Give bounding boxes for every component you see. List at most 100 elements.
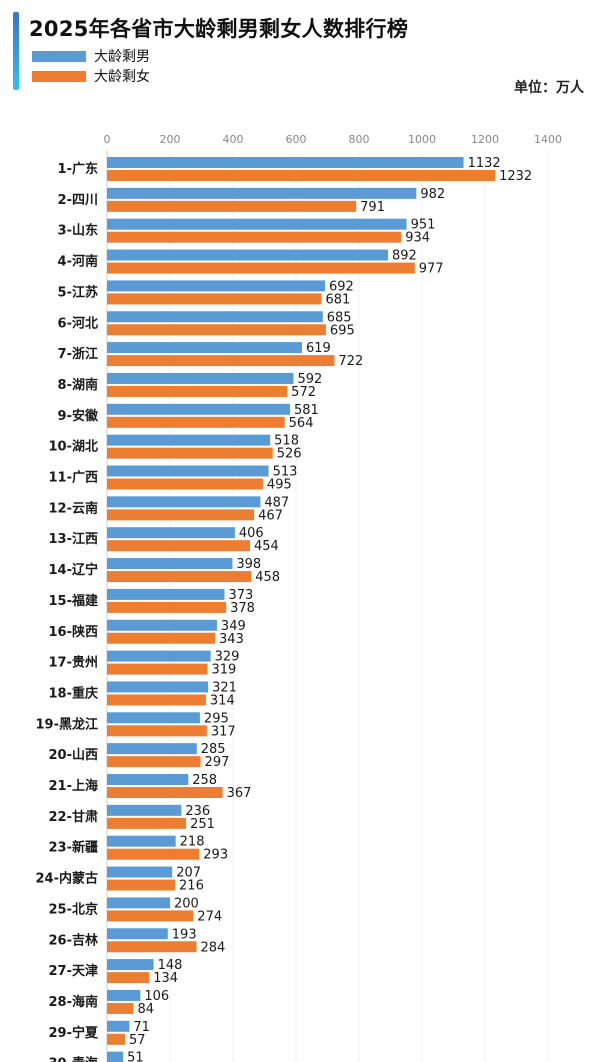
- bar-female: [107, 879, 176, 891]
- unit-label: 单位：万人: [514, 80, 584, 96]
- bar-female: [107, 447, 273, 459]
- legend-swatch-female: [32, 70, 86, 82]
- category-label: 3-山东: [58, 223, 98, 239]
- bar-female: [107, 725, 207, 737]
- bar-female: [107, 972, 150, 984]
- data-label-male: 71: [133, 1020, 150, 1035]
- data-label-female: 681: [326, 292, 351, 307]
- data-label-male: 487: [264, 495, 289, 510]
- category-label: 19-黑龙江: [36, 716, 99, 732]
- category-label: 5-江苏: [58, 284, 98, 300]
- data-label-male: 592: [297, 372, 322, 387]
- category-label: 29-宁夏: [49, 1025, 99, 1041]
- legend-label-male: 大龄剩男: [94, 49, 150, 65]
- bar-female: [107, 385, 288, 397]
- data-label-female: 134: [153, 971, 178, 986]
- bar-female: [107, 262, 415, 274]
- bar-female: [107, 540, 251, 552]
- bar-female: [107, 416, 285, 428]
- category-label: 22-甘肃: [49, 809, 99, 825]
- category-label: 18-重庆: [49, 685, 99, 701]
- chart-title: 2025年各省市大龄剩男剩女人数排行榜: [29, 17, 409, 41]
- bar-female: [107, 200, 357, 212]
- data-label-male: 406: [239, 526, 264, 541]
- bar-male: [107, 465, 269, 477]
- bar-male: [107, 311, 323, 323]
- data-label-female: 1232: [499, 169, 532, 184]
- data-label-male: 329: [215, 650, 240, 665]
- bar-male: [107, 774, 189, 785]
- category-label: 12-云南: [49, 500, 99, 516]
- legend-item-male: 大龄剩男: [32, 47, 150, 65]
- bar-female: [107, 478, 263, 490]
- category-label: 1-广东: [58, 161, 98, 177]
- category-label: 16-陕西: [49, 624, 99, 640]
- data-label-male: 518: [274, 434, 299, 449]
- data-label-male: 513: [273, 465, 298, 480]
- data-label-male: 295: [204, 711, 229, 726]
- x-tick-label: 400: [223, 133, 244, 146]
- bar-male: [107, 218, 407, 230]
- category-label: 4-河南: [58, 254, 98, 270]
- category-label: 23-新疆: [49, 840, 99, 856]
- category-label: 9-安徽: [58, 408, 99, 424]
- data-label-male: 218: [180, 835, 205, 850]
- data-label-male: 685: [327, 310, 352, 325]
- data-label-female: 564: [289, 416, 314, 431]
- bar-male: [107, 959, 154, 971]
- bar-female: [107, 293, 322, 305]
- data-label-female: 319: [211, 663, 236, 678]
- data-label-male: 692: [329, 279, 354, 294]
- category-label: 15-福建: [49, 593, 99, 609]
- data-label-female: 251: [190, 817, 215, 832]
- data-label-male: 148: [158, 958, 183, 973]
- data-label-male: 398: [236, 557, 261, 572]
- x-tick-label: 800: [349, 133, 370, 146]
- bar-male: [107, 1051, 124, 1062]
- data-label-male: 236: [185, 804, 210, 819]
- bar-male: [107, 866, 173, 878]
- bar-male: [107, 496, 261, 508]
- bar-female: [107, 694, 206, 706]
- bar-female: [107, 756, 201, 768]
- category-label: 2-四川: [58, 193, 98, 208]
- bar-female: [107, 231, 402, 243]
- bar-male: [107, 588, 225, 600]
- category-label: 27-天津: [49, 963, 99, 979]
- category-label: 7-浙江: [58, 346, 98, 362]
- data-label-female: 467: [258, 508, 283, 523]
- bar-male: [107, 187, 417, 199]
- data-label-male: 892: [392, 249, 417, 264]
- bar-male: [107, 650, 211, 662]
- bar-male: [107, 249, 388, 261]
- title-accent-bar: [13, 12, 19, 90]
- data-label-female: 297: [205, 755, 230, 770]
- data-label-male: 285: [201, 742, 226, 757]
- category-label: 25-北京: [49, 901, 99, 917]
- data-label-male: 51: [127, 1051, 144, 1062]
- data-label-male: 619: [306, 341, 331, 356]
- data-label-female: 695: [330, 323, 355, 338]
- data-label-female: 934: [405, 231, 430, 246]
- bar-male: [107, 372, 294, 384]
- data-label-female: 216: [179, 879, 204, 894]
- category-label: 20-山西: [49, 747, 99, 763]
- data-label-female: 378: [230, 601, 255, 616]
- x-tick-label: 1000: [408, 133, 436, 146]
- category-label: 13-江西: [49, 531, 99, 547]
- bar-male: [107, 804, 182, 816]
- bar-male: [107, 342, 302, 354]
- category-label: 24-内蒙古: [36, 871, 99, 887]
- category-label: 10-湖北: [49, 440, 99, 455]
- data-label-female: 791: [360, 200, 385, 215]
- data-label-male: 258: [192, 773, 217, 788]
- category-label: 11-广西: [49, 470, 99, 486]
- bar-female: [107, 509, 255, 521]
- bar-female: [107, 324, 326, 336]
- data-label-female: 343: [219, 632, 244, 647]
- category-label: 14-辽宁: [49, 562, 99, 578]
- bar-male: [107, 835, 176, 847]
- bar-male: [107, 989, 141, 1001]
- data-label-male: 951: [411, 218, 436, 233]
- bar-male: [107, 681, 209, 693]
